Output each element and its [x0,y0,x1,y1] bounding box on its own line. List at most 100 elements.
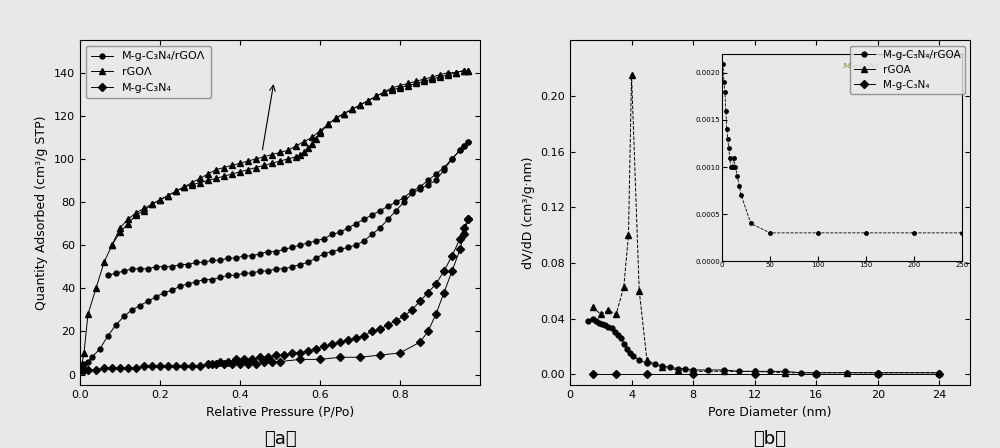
M-g-C₃N₄ [454,247,466,252]
Text: （b）: （b） [754,430,786,448]
M-g-C₃N₄/rGOA [599,323,611,328]
X-axis label: Relative Pressure (P/Po): Relative Pressure (P/Po) [206,406,354,419]
M-g-C₃N₄ [114,366,126,371]
rGOA [687,369,699,374]
rGOΛ [330,115,342,121]
M-g-C₃N₄/rGOA [606,326,618,331]
rGOΛ [302,146,314,151]
M-g-C₃N₄ [76,367,88,373]
rGOA [633,288,645,293]
M-g-C₃N₄ [138,363,150,369]
rGOA [718,369,730,374]
rGOA [749,369,761,374]
M-g-C₃N₄ [294,357,306,362]
rGOA [810,370,822,375]
M-g-C₃N₄/rGOΛ [254,268,266,274]
M-g-C₃N₄ [210,361,222,366]
M-g-C₃N₄ [98,366,110,371]
Line: M-g-C₃N₄: M-g-C₃N₄ [79,216,471,373]
M-g-C₃N₄ [414,340,426,345]
rGOΛ [306,141,318,146]
M-g-C₃N₄ [162,363,174,369]
M-g-C₃N₄ [458,232,470,237]
M-g-C₃N₄ [438,290,450,295]
M-g-C₃N₄/rGOΛ [94,346,106,351]
M-g-C₃N₄ [394,350,406,356]
rGOA [618,284,630,289]
M-g-C₃N₄/rGOΛ [206,277,218,282]
M-g-C₃N₄ [194,363,206,369]
Y-axis label: dV/dD (cm³/g·nm): dV/dD (cm³/g·nm) [522,156,535,269]
M-g-C₃N₄/rGOA [633,358,645,363]
M-g-C₃N₄ [154,363,166,369]
M-g-C₃N₄/rGOA [615,335,627,340]
M-g-C₃N₄ [641,371,653,377]
M-g-C₃N₄ [106,366,118,371]
M-g-C₃N₄ [250,361,262,366]
M-g-C₃N₄/rGOA [795,370,807,375]
Y-axis label: Quantity Adsorbed (cm³/g STP): Quantity Adsorbed (cm³/g STP) [35,116,48,310]
M-g-C₃N₄ [687,371,699,377]
rGOA [779,370,791,375]
M-g-C₃N₄/rGOA [841,370,853,375]
M-g-C₃N₄/rGOΛ [462,139,474,144]
M-g-C₃N₄/rGOA [810,370,822,375]
M-g-C₃N₄/rGOA [587,316,599,321]
M-g-C₃N₄ [462,216,474,222]
M-g-C₃N₄ [374,353,386,358]
M-g-C₃N₄/rGOA [664,365,676,370]
M-g-C₃N₄ [202,361,214,366]
rGOA [602,307,614,313]
X-axis label: Pore Diameter (nm): Pore Diameter (nm) [708,406,832,419]
M-g-C₃N₄/rGOA [656,363,668,369]
M-g-C₃N₄ [933,371,945,377]
rGOA [872,370,884,375]
M-g-C₃N₄ [218,361,230,366]
M-g-C₃N₄/rGOA [593,320,605,325]
Text: （a）: （a） [264,430,296,448]
rGOΛ [226,171,238,177]
M-g-C₃N₄/rGOA [590,319,602,324]
rGOΛ [76,361,88,366]
Line: M-g-C₃N₄/rGOA: M-g-C₃N₄/rGOA [586,316,942,375]
M-g-C₃N₄/rGOΛ [310,255,322,261]
M-g-C₃N₄/rGOA [641,360,653,366]
M-g-C₃N₄/rGOA [702,367,714,373]
Legend: M-g-C₃N₄/rGOΛ, rGOΛ, M-g-C₃N₄: M-g-C₃N₄/rGOΛ, rGOΛ, M-g-C₃N₄ [86,46,211,98]
M-g-C₃N₄/rGOA [687,367,699,373]
M-g-C₃N₄ [242,361,254,366]
M-g-C₃N₄ [334,354,346,360]
M-g-C₃N₄ [810,371,822,377]
rGOA [672,367,684,373]
rGOA [622,233,634,238]
rGOΛ [294,152,306,157]
M-g-C₃N₄ [314,357,326,362]
M-g-C₃N₄/rGOA [749,369,761,374]
Line: rGOΛ: rGOΛ [79,68,471,366]
M-g-C₃N₄/rGOA [627,353,639,359]
M-g-C₃N₄/rGOA [933,370,945,375]
Legend: M-g-C₃N₄/rGOA, rGOA, M-g-C₃N₄: M-g-C₃N₄/rGOA, rGOA, M-g-C₃N₄ [850,46,965,94]
M-g-C₃N₄ [258,359,270,364]
Line: M-g-C₃N₄: M-g-C₃N₄ [590,371,942,377]
rGOA [641,358,653,363]
M-g-C₃N₄/rGOA [649,362,661,367]
M-g-C₃N₄/rGOΛ [438,167,450,172]
M-g-C₃N₄/rGOA [779,369,791,374]
rGOΛ [458,68,470,73]
M-g-C₃N₄/rGOA [764,369,776,374]
M-g-C₃N₄ [749,371,761,377]
M-g-C₃N₄/rGOΛ [76,367,88,373]
M-g-C₃N₄ [130,366,142,371]
M-g-C₃N₄ [226,361,238,366]
M-g-C₃N₄/rGOA [624,351,636,356]
M-g-C₃N₄ [122,366,134,371]
M-g-C₃N₄/rGOΛ [326,249,338,254]
M-g-C₃N₄ [78,367,90,373]
Line: M-g-C₃N₄/rGOΛ: M-g-C₃N₄/rGOΛ [80,139,470,373]
M-g-C₃N₄/rGOA [679,366,691,371]
rGOA [841,370,853,375]
M-g-C₃N₄ [354,354,366,360]
M-g-C₃N₄/rGOA [872,370,884,375]
M-g-C₃N₄/rGOA [733,369,745,374]
